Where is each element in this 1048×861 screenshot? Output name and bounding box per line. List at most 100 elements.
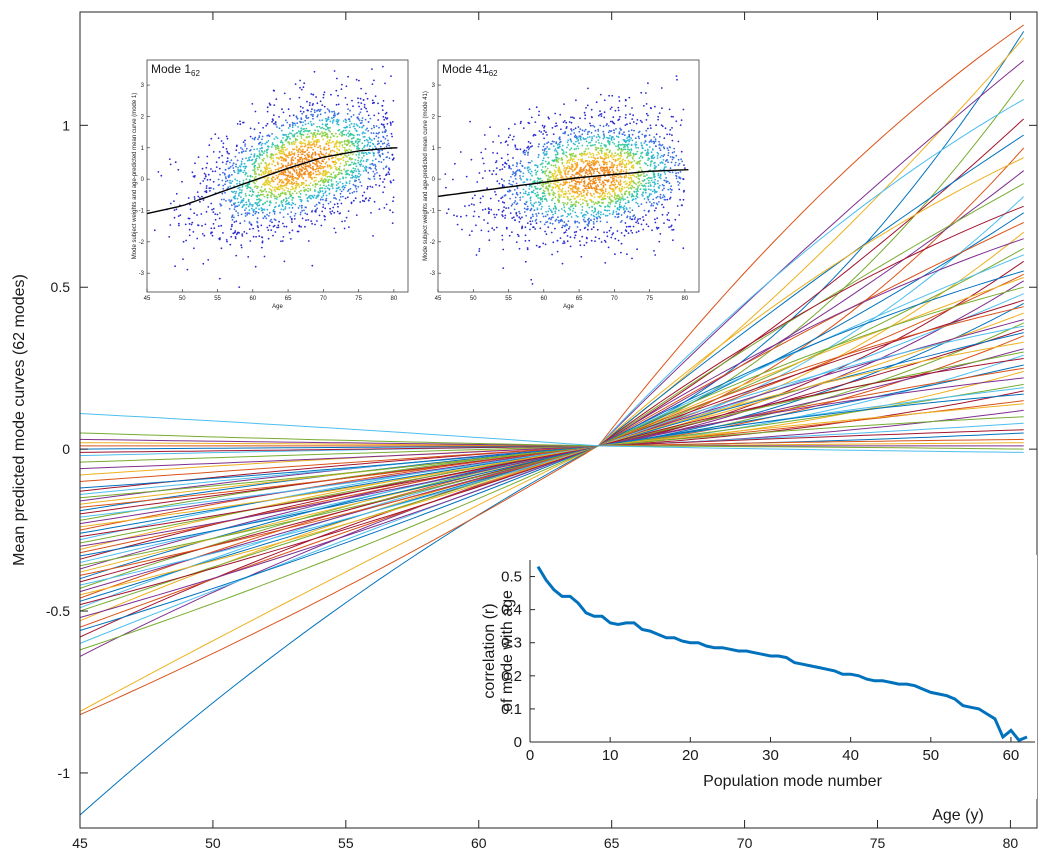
scatter-point — [272, 161, 275, 163]
scatter-x-tick-label: 50 — [179, 296, 186, 302]
scatter-point — [502, 215, 504, 218]
scatter-point — [632, 121, 635, 123]
scatter-point — [529, 223, 532, 226]
scatter-point — [288, 207, 291, 209]
scatter-point — [544, 170, 546, 173]
scatter-point — [489, 126, 491, 129]
scatter-point — [623, 144, 625, 146]
scatter-point — [324, 181, 327, 183]
scatter-point — [616, 168, 619, 171]
scatter-point — [598, 152, 600, 155]
scatter-point — [234, 155, 237, 158]
scatter-point — [570, 133, 572, 136]
scatter-point — [630, 229, 632, 232]
scatter-point — [656, 203, 659, 206]
scatter-point — [323, 184, 325, 187]
scatter-point — [650, 204, 652, 207]
scatter-point — [290, 153, 293, 156]
scatter-point — [296, 131, 299, 134]
scatter-point — [242, 197, 245, 200]
scatter-point — [538, 114, 540, 117]
scatter-point — [297, 183, 300, 186]
scatter-point — [586, 173, 589, 176]
scatter-point — [311, 264, 314, 267]
scatter-point — [677, 184, 680, 186]
scatter-point — [218, 151, 221, 153]
scatter-point — [347, 141, 350, 144]
scatter-point — [492, 141, 494, 143]
scatter-point — [602, 180, 604, 183]
scatter-point — [623, 131, 625, 134]
scatter-point — [557, 193, 560, 196]
scatter-point — [360, 102, 363, 104]
scatter-point — [608, 143, 611, 146]
scatter-point — [527, 148, 530, 151]
scatter-point — [320, 152, 323, 155]
scatter-point — [604, 169, 606, 172]
scatter-point — [217, 184, 220, 187]
scatter-point — [251, 103, 254, 105]
scatter-point — [251, 175, 254, 178]
scatter-point — [319, 113, 322, 116]
scatter-point — [535, 222, 538, 225]
scatter-point — [381, 104, 384, 107]
scatter-point — [383, 142, 386, 145]
scatter-point — [618, 208, 621, 211]
scatter-point — [271, 163, 273, 166]
scatter-point — [538, 178, 540, 181]
scatter-point — [371, 163, 373, 165]
scatter-point — [275, 148, 277, 151]
scatter-point — [612, 166, 614, 169]
scatter-point — [355, 154, 358, 156]
scatter-point — [656, 195, 659, 198]
scatter-point — [496, 180, 499, 183]
scatter-point — [211, 208, 214, 211]
scatter-point — [555, 150, 558, 153]
scatter-point — [579, 191, 582, 193]
scatter-point — [647, 176, 650, 179]
scatter-point — [324, 169, 327, 172]
scatter-point — [580, 192, 583, 195]
scatter-point — [543, 126, 545, 129]
scatter-point — [574, 221, 576, 224]
scatter-point — [323, 134, 326, 137]
scatter-point — [585, 168, 588, 171]
scatter-point — [512, 216, 515, 219]
scatter-point — [624, 210, 626, 213]
scatter-point — [682, 108, 685, 111]
scatter-point — [312, 148, 315, 151]
scatter-point — [302, 186, 305, 189]
scatter-point — [583, 244, 586, 247]
scatter-point — [260, 246, 263, 249]
scatter-point — [362, 131, 365, 134]
scatter-point — [341, 182, 344, 185]
scatter-point — [247, 212, 250, 215]
scatter-point — [611, 94, 614, 97]
scatter-point — [354, 159, 357, 161]
scatter-point — [664, 163, 666, 166]
scatter-point — [271, 133, 273, 135]
scatter-point — [608, 213, 611, 215]
scatter-point — [336, 135, 339, 138]
scatter-point — [488, 239, 491, 242]
scatter-point — [298, 159, 301, 161]
scatter-point — [645, 201, 648, 204]
scatter-point — [274, 144, 276, 147]
scatter-point — [318, 110, 321, 113]
scatter-point — [337, 182, 339, 185]
scatter-point — [579, 158, 582, 161]
scatter-point — [276, 198, 278, 200]
scatter-point — [606, 161, 608, 164]
scatter-point — [318, 214, 321, 217]
scatter-point — [530, 204, 533, 206]
scatter-point — [266, 149, 268, 152]
scatter-point — [663, 168, 666, 170]
scatter-point — [659, 156, 662, 159]
scatter-point — [386, 156, 388, 158]
scatter-point — [293, 215, 296, 217]
scatter-point — [534, 134, 537, 137]
scatter-point — [565, 192, 568, 195]
scatter-point — [547, 175, 550, 177]
